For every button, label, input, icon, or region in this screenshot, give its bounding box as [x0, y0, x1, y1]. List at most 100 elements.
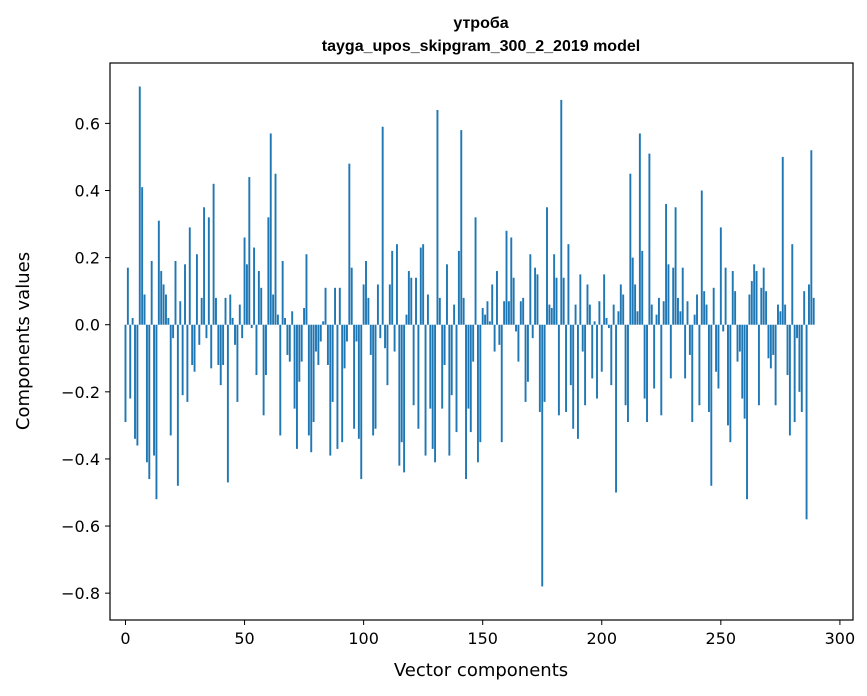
bar	[303, 307, 306, 325]
bar	[736, 324, 739, 362]
bar	[260, 287, 263, 325]
bar	[241, 324, 244, 339]
bar	[319, 324, 322, 342]
bar	[588, 304, 591, 325]
bar	[646, 324, 648, 423]
bar	[288, 324, 291, 362]
bar	[262, 324, 265, 416]
bar	[619, 284, 622, 325]
bar	[184, 264, 186, 325]
bar	[195, 254, 198, 325]
bar	[341, 324, 344, 443]
bar	[517, 324, 520, 362]
bar	[307, 324, 310, 436]
bar	[424, 324, 427, 456]
x-tick-label: 100	[348, 629, 379, 648]
bar	[407, 271, 410, 325]
bar	[765, 291, 768, 325]
bar	[400, 324, 403, 443]
bar	[138, 86, 141, 325]
bar	[143, 294, 146, 325]
y-axis-ticks: −0.8 −0.6 −0.4 −0.2 0.0 0.2 0.4 0.6	[61, 114, 110, 603]
bar	[791, 244, 794, 325]
bar	[274, 173, 277, 325]
bar	[557, 324, 560, 416]
bar	[569, 324, 572, 386]
bar	[134, 324, 136, 439]
bar	[431, 324, 434, 449]
bar	[617, 311, 620, 325]
x-tick-label: 50	[234, 629, 254, 648]
bar	[665, 203, 668, 325]
bar	[281, 260, 284, 325]
bar	[684, 324, 687, 379]
bar	[793, 324, 796, 423]
bar	[257, 271, 260, 325]
bar	[334, 287, 336, 325]
bar	[153, 324, 156, 456]
bar	[291, 311, 294, 325]
bar	[500, 324, 503, 443]
bar	[636, 311, 639, 325]
bar	[462, 297, 465, 325]
bar	[510, 237, 513, 325]
bar	[507, 301, 510, 325]
bar	[638, 133, 641, 325]
bar	[788, 324, 791, 436]
bar	[381, 126, 384, 325]
bar	[629, 173, 632, 325]
bar	[298, 324, 301, 382]
bar	[738, 324, 741, 352]
bar	[243, 237, 246, 325]
bar	[238, 304, 241, 325]
bar	[357, 324, 360, 439]
bar	[295, 324, 298, 449]
bar	[555, 277, 558, 325]
bar	[326, 324, 329, 365]
bar	[236, 324, 239, 402]
bar	[165, 294, 167, 325]
bar	[741, 324, 744, 399]
bar	[176, 324, 179, 486]
bar	[707, 324, 710, 412]
bar	[553, 254, 556, 325]
bar	[429, 324, 432, 409]
bar	[172, 324, 175, 339]
bar	[315, 324, 317, 352]
bar	[603, 274, 606, 325]
bar	[453, 304, 456, 325]
bar	[567, 244, 570, 325]
bar	[336, 324, 339, 449]
bar	[312, 324, 315, 423]
chart-title: утроба	[453, 15, 508, 32]
bar	[186, 324, 189, 402]
bar	[524, 324, 527, 402]
bar	[331, 324, 334, 402]
bar	[724, 267, 727, 325]
bar	[322, 321, 325, 325]
bar	[324, 287, 327, 325]
y-tick-label: 0.6	[75, 114, 100, 133]
bar	[300, 324, 303, 362]
bar	[727, 324, 729, 426]
y-tick-label: −0.6	[61, 517, 100, 536]
bar	[160, 271, 163, 325]
bar	[598, 301, 601, 325]
bar	[753, 264, 756, 325]
bar	[150, 260, 153, 325]
bar	[167, 318, 170, 325]
y-axis-label: Components values	[13, 252, 34, 430]
bar	[124, 324, 127, 423]
bar	[126, 267, 129, 325]
bar	[305, 254, 308, 325]
bar	[748, 294, 751, 325]
bar	[560, 99, 563, 325]
bar	[641, 250, 644, 325]
bar	[434, 324, 437, 463]
bar	[769, 324, 772, 369]
bar	[541, 324, 544, 587]
bar	[496, 271, 498, 325]
bar	[584, 324, 587, 406]
bar	[672, 267, 675, 325]
